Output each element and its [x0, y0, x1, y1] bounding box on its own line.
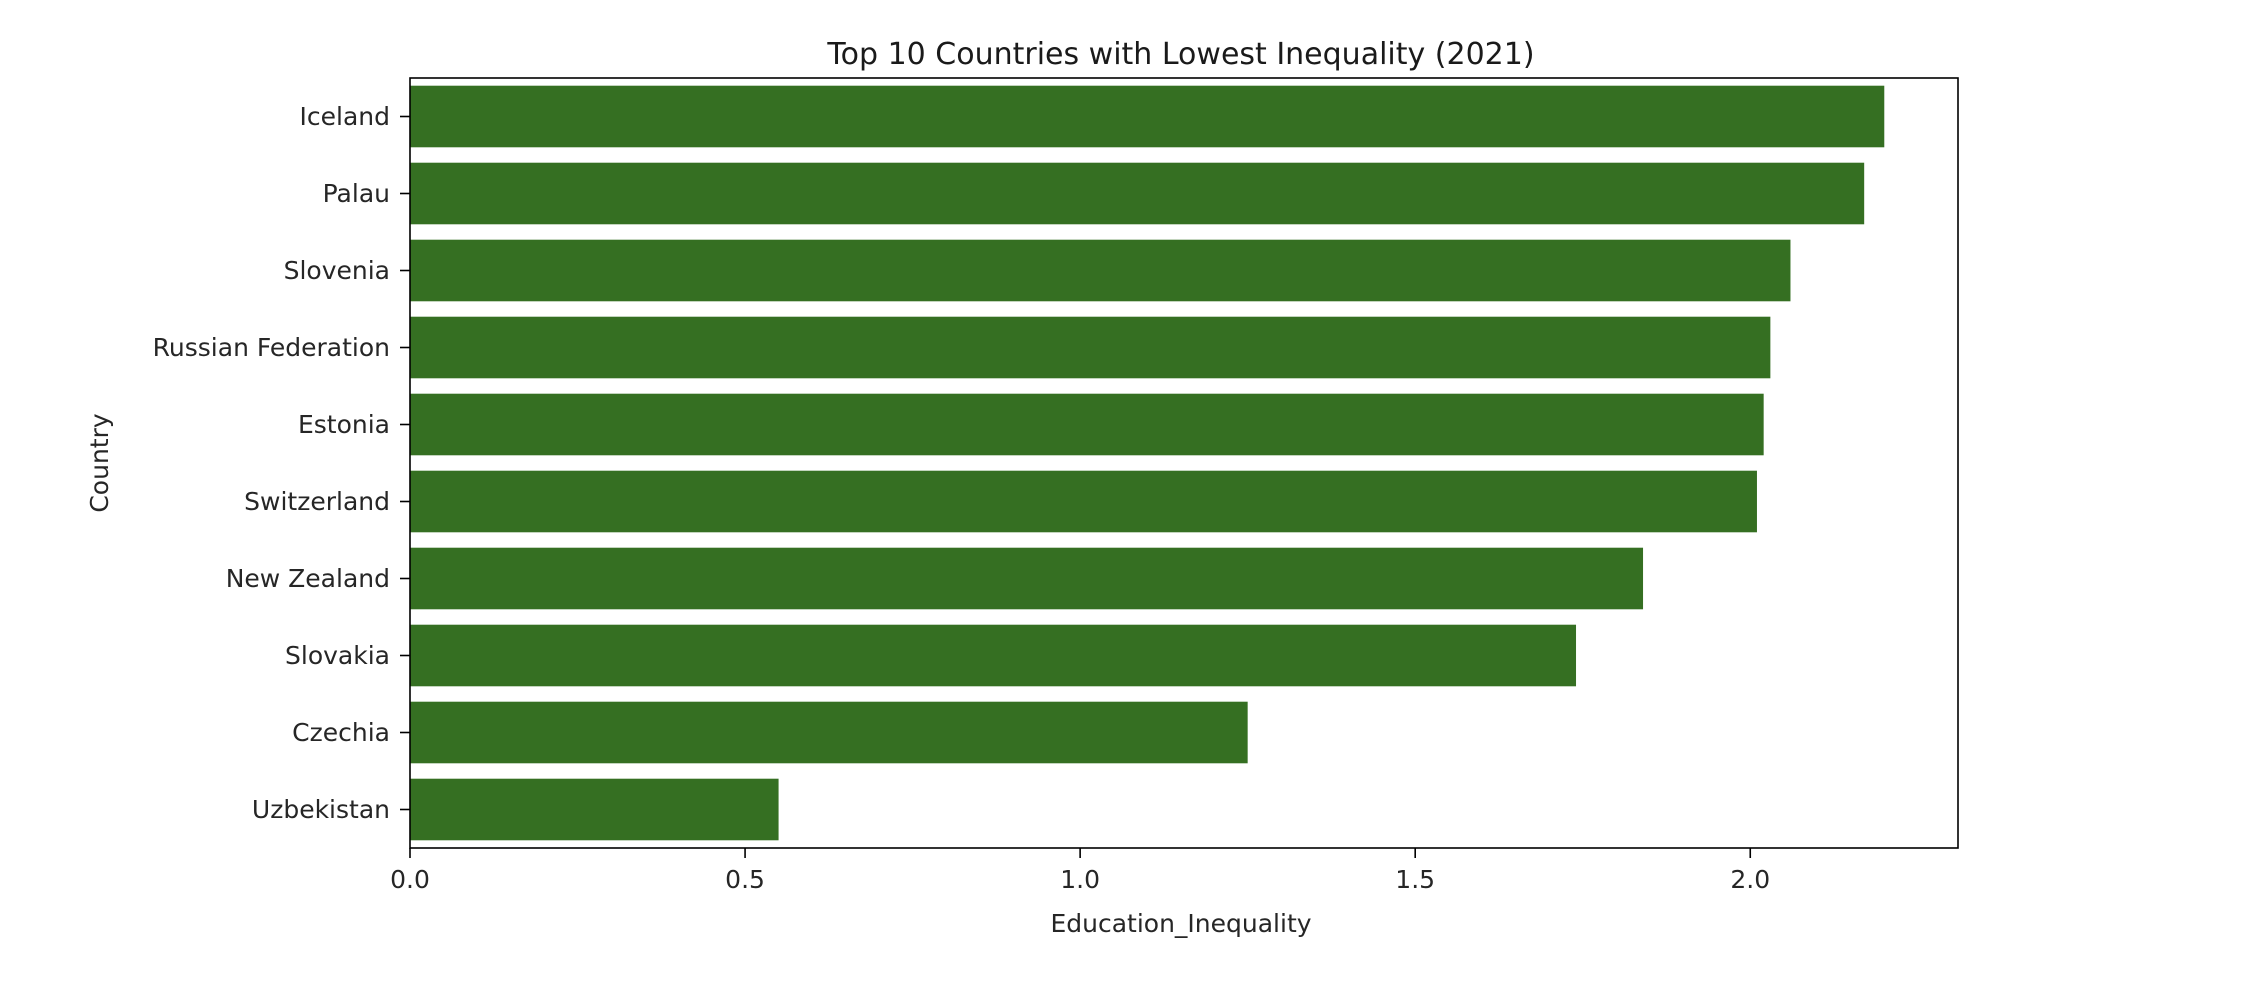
y-tick-label: Switzerland: [244, 487, 390, 516]
bar-russian-federation: [410, 316, 1771, 379]
x-axis-label: Education_Inequality: [1050, 909, 1311, 938]
bar-uzbekistan: [410, 778, 779, 841]
bar-czechia: [410, 701, 1248, 764]
bars: [410, 85, 1885, 841]
y-tick-label: Czechia: [292, 718, 390, 747]
bar-slovenia: [410, 239, 1791, 302]
x-tick-label: 0.0: [390, 865, 430, 894]
bar-new-zealand: [410, 547, 1644, 610]
x-tick-label: 1.5: [1395, 865, 1435, 894]
chart-title: Top 10 Countries with Lowest Inequality …: [826, 37, 1534, 72]
bar-palau: [410, 162, 1865, 225]
y-tick-label: Palau: [323, 179, 390, 208]
y-tick-label: Iceland: [300, 102, 390, 131]
x-axis: 0.0 0.5 1.0 1.5 2.0: [390, 848, 1770, 894]
y-tick-label: Russian Federation: [153, 333, 390, 362]
bar-slovakia: [410, 624, 1577, 687]
plot-frame: [409, 77, 1959, 849]
y-tick-label: Slovenia: [284, 256, 390, 285]
y-tick-label: Estonia: [298, 410, 390, 439]
y-tick-label: New Zealand: [226, 564, 390, 593]
bar-switzerland: [410, 470, 1757, 533]
y-tick-label: Uzbekistan: [252, 795, 390, 824]
y-axis: Iceland Palau Slovenia Russian Federation Es…: [153, 102, 410, 824]
y-axis-label: Country: [85, 413, 114, 513]
x-tick-label: 2.0: [1730, 865, 1770, 894]
x-tick-label: 1.0: [1060, 865, 1100, 894]
bar-iceland: [410, 85, 1885, 148]
bar-estonia: [410, 393, 1764, 456]
x-tick-label: 0.5: [725, 865, 765, 894]
y-tick-label: Slovakia: [285, 641, 390, 670]
